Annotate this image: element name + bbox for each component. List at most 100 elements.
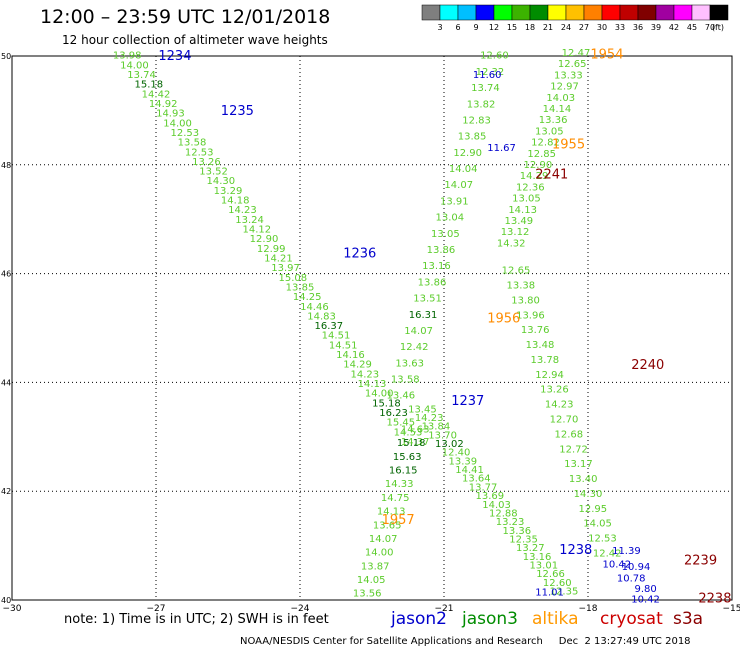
color-scale-label: 3 xyxy=(437,23,442,32)
wave-height-value: 15.18 xyxy=(397,438,426,449)
wave-height-value: 13.36 xyxy=(502,526,531,537)
color-swatch xyxy=(457,4,477,21)
wave-height-value: 14.29 xyxy=(343,360,372,371)
wave-height-value: 13.91 xyxy=(440,196,469,207)
wave-height-value: 14.05 xyxy=(357,575,386,586)
wave-height-value: 12.94 xyxy=(535,370,564,381)
wave-height-value: 14.33 xyxy=(385,479,414,490)
wave-height-value: 13.17 xyxy=(564,459,593,470)
wave-height-value: 13.87 xyxy=(361,561,390,572)
wave-height-value: 14.00 xyxy=(365,389,394,400)
color-scale-label: 39 xyxy=(651,23,661,32)
wave-height-value: 14.00 xyxy=(163,118,192,129)
wave-height-value: 13.52 xyxy=(199,167,228,178)
wave-height-value: 11.60 xyxy=(473,70,502,81)
wave-height-value: 13.86 xyxy=(427,245,456,256)
wave-height-value: 12.95 xyxy=(578,504,607,515)
wave-height-value: 14.07 xyxy=(444,180,473,191)
wave-height-value: 13.56 xyxy=(353,589,382,600)
wave-height-value: 16.15 xyxy=(389,466,418,477)
wave-height-value: 12.90 xyxy=(250,234,279,245)
pass-number-label: 1234 xyxy=(158,49,191,64)
lon-tick-label: −21 xyxy=(435,604,454,614)
wave-height-value: 14.83 xyxy=(307,311,336,322)
wave-height-value: 12.70 xyxy=(550,414,579,425)
wave-height-value: 13.23 xyxy=(496,517,525,528)
color-swatch xyxy=(691,4,711,21)
wave-height-value: 13.45 xyxy=(408,404,437,415)
color-scale-label: 42 xyxy=(669,23,679,32)
color-swatch xyxy=(637,4,657,21)
wave-height-value: 10.78 xyxy=(617,574,646,585)
color-scale-bar: 3 6 9 12 15 18 21 24 27 30 33 36 39 42 45 70(ft) xyxy=(421,4,729,32)
wave-height-value: 13.74 xyxy=(127,70,156,81)
color-swatch xyxy=(601,4,621,21)
wave-height-value: 12.35 xyxy=(509,534,538,545)
lon-tick-label: −27 xyxy=(147,604,166,614)
wave-height-value: 15.18 xyxy=(372,398,401,409)
pass-number-label: 1235 xyxy=(221,104,254,119)
wave-height-value: 13.63 xyxy=(395,358,424,369)
wave-height-value: 12.97 xyxy=(550,82,579,93)
wave-height-value: 11.39 xyxy=(612,546,641,557)
color-scale-label: 6 xyxy=(455,23,460,32)
wave-height-value: 12.53 xyxy=(588,534,617,545)
lat-tick-label: 48 xyxy=(1,161,11,170)
legend-altika: altika xyxy=(532,609,579,629)
wave-height-value: 13.40 xyxy=(569,474,598,485)
color-swatch xyxy=(673,4,693,21)
wave-height-value: 13.33 xyxy=(554,70,583,81)
wave-height-value: 14.29 xyxy=(520,171,549,182)
wave-height-value: 13.70 xyxy=(428,430,457,441)
legend-s3a: s3a xyxy=(673,609,704,629)
pass-number-label: 1957 xyxy=(382,513,415,528)
wave-height-value: 14.93 xyxy=(156,109,185,120)
wave-height-value: 14.46 xyxy=(300,302,329,313)
wave-height-value: 13.29 xyxy=(214,186,243,197)
color-scale-label: 12 xyxy=(489,23,499,32)
wave-height-value: 14.04 xyxy=(449,164,478,175)
color-swatch xyxy=(583,4,603,21)
wave-height-value: 10.42 xyxy=(631,595,660,606)
wave-height-value: 14.14 xyxy=(543,104,572,115)
lat-tick-label: 50 xyxy=(1,52,11,61)
wave-height-value: 13.98 xyxy=(113,51,142,62)
wave-height-value: 13.46 xyxy=(386,391,415,402)
wave-height-value: 14.51 xyxy=(329,340,358,351)
wave-height-value: 13.76 xyxy=(521,325,550,336)
color-scale-label: 24 xyxy=(561,23,571,32)
pass-number-label: 2241 xyxy=(535,167,568,182)
wave-height-value: 14.25 xyxy=(293,292,322,303)
color-scale-label: 45 xyxy=(687,23,697,32)
footer-credit: NOAA/NESDIS Center for Satellite Applica… xyxy=(240,636,691,647)
color-swatch xyxy=(475,4,495,21)
wave-height-value: 14.75 xyxy=(381,493,410,504)
pass-number-label: 2238 xyxy=(698,592,731,607)
wave-height-value: 12.82 xyxy=(531,138,560,149)
wave-height-value: 10.94 xyxy=(622,562,651,573)
wave-height-value: 15.63 xyxy=(393,452,422,463)
wave-height-value: 12.65 xyxy=(558,59,587,70)
wave-height-value: 13.96 xyxy=(516,310,545,321)
wave-height-value: 12.32 xyxy=(476,67,505,78)
wave-height-value: 14.03 xyxy=(546,93,575,104)
wave-height-value: 13.64 xyxy=(462,474,491,485)
color-swatch xyxy=(493,4,513,21)
pass-number-label: 1237 xyxy=(451,394,484,409)
lon-tick-label: −18 xyxy=(579,604,598,614)
pass-number-label: 1955 xyxy=(552,137,585,152)
wave-height-value: 14.32 xyxy=(497,238,526,249)
wave-height-value: 16.37 xyxy=(314,321,343,332)
color-swatch xyxy=(511,4,531,21)
wave-height-value: 14.05 xyxy=(583,519,612,530)
pass-labels: 1234 1235 1236 1237 1238 1954 1955 1956 1957 2241… xyxy=(158,48,731,607)
wave-height-value: 12.35 xyxy=(550,587,579,598)
wave-height-value: 13.49 xyxy=(505,216,534,227)
wave-height-value: 14.23 xyxy=(350,369,379,380)
wave-height-value: 12.40 xyxy=(442,448,471,459)
wave-height-value: 14.00 xyxy=(365,548,394,559)
lat-tick-label: 42 xyxy=(1,487,11,496)
wave-height-value: 13.78 xyxy=(530,355,559,366)
wave-height-value: 13.26 xyxy=(192,157,221,168)
wave-height-value: 13.36 xyxy=(539,115,568,126)
